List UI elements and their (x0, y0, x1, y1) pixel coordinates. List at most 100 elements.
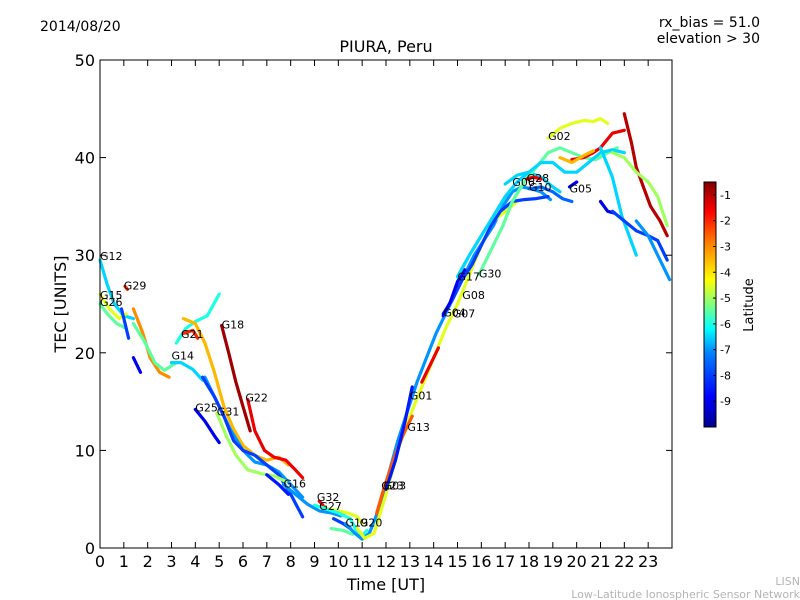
rx-bias-note: rx_bias = 51.0 (659, 15, 760, 31)
satellite-label-g18: G18 (222, 318, 245, 331)
x-tick-label: 19 (543, 552, 563, 571)
tec-track-43 (622, 112, 669, 238)
satellite-label-g32: G32 (317, 491, 340, 504)
elevation-note: elevation > 30 (657, 31, 760, 47)
tec-track-35 (503, 148, 626, 186)
tec-track-4 (119, 307, 131, 340)
colorbar-gradient (703, 181, 717, 428)
y-tick-label: 40 (75, 149, 95, 168)
y-tick-label: 0 (85, 539, 95, 558)
tec-track-30 (420, 346, 440, 384)
satellite-label-g10: G10 (529, 181, 552, 194)
x-tick-label: 17 (495, 552, 515, 571)
tec-track-31 (441, 195, 550, 316)
satellite-label-g14: G14 (172, 350, 195, 363)
satellite-label-g27: G27 (319, 500, 342, 513)
satellite-label-g31: G31 (217, 405, 240, 418)
satellite-label-g06: G06 (512, 176, 535, 189)
y-tick-label: 20 (75, 344, 95, 363)
x-tick-label: 22 (614, 552, 634, 571)
tec-track-18 (246, 398, 305, 480)
satellite-label-g07: G07 (453, 308, 476, 321)
satellite-label-g15: G15 (100, 289, 123, 302)
tec-track-47 (634, 219, 672, 282)
satellite-label-g30: G30 (479, 268, 502, 281)
y-axis-label: TEC [UNITS] (51, 256, 70, 354)
x-tick-label: 10 (328, 552, 348, 571)
colorbar-label: Latitude (742, 278, 757, 332)
satellite-label-g02: G02 (548, 130, 571, 143)
satellite-label-g29: G29 (124, 279, 147, 292)
satellite-label-g20: G20 (360, 517, 383, 530)
x-tick-label: 6 (238, 552, 248, 571)
x-tick-label: 15 (447, 552, 467, 571)
x-tick-label: 23 (638, 552, 658, 571)
tec-track-5 (123, 284, 129, 291)
y-tick-label: 10 (75, 441, 95, 460)
tec-track-32 (441, 268, 467, 318)
tec-track-29 (384, 385, 414, 491)
colorbar-tick-label: -2 (720, 215, 731, 228)
tec-track-33 (455, 170, 562, 279)
satellite-label-g08: G08 (462, 289, 485, 302)
colorbar-tick-label: -1 (720, 189, 731, 202)
colorbar-tick-label: -7 (720, 344, 731, 357)
footer-org-name: Low-Latitude Ionospheric Sensor Network (571, 588, 800, 600)
colorbar-tick-label: -4 (720, 266, 731, 279)
x-axis-ticks: 0 1 2 3 4 5 6 7 8 9 10 11 12 13 14 15 16 17 18 19 20 21 22 23 (95, 60, 658, 571)
tec-track-25 (329, 526, 355, 536)
tec-track-2 (98, 302, 128, 330)
satellite-label-g28: G28 (527, 172, 550, 185)
x-tick-label: 2 (143, 552, 153, 571)
satellite-label-g12: G12 (100, 250, 123, 263)
tec-track-20 (281, 483, 343, 518)
x-tick-label: 8 (286, 552, 296, 571)
x-tick-label: 16 (471, 552, 491, 571)
tec-track-1 (98, 258, 135, 321)
x-tick-label: 14 (423, 552, 443, 571)
satellite-label-g01: G01 (410, 390, 433, 403)
tec-track-12 (181, 328, 200, 340)
x-tick-label: 4 (190, 552, 200, 571)
x-tick-label: 3 (166, 552, 176, 571)
date-label: 2014/08/20 (40, 19, 121, 35)
colorbar-tick-label: -5 (720, 292, 731, 305)
tec-track-7 (131, 307, 171, 379)
footer-org-abbrev: LISN (775, 575, 800, 588)
tec-track-38 (567, 180, 579, 189)
tec-tracks (98, 112, 672, 541)
x-tick-label: 20 (566, 552, 586, 571)
tec-track-14 (220, 323, 252, 433)
x-axis-label: Time [UT] (346, 575, 425, 594)
colorbar: -1 -2 -3 -4 -5 -6 -7 -8 -9 Latitude (703, 181, 757, 428)
tec-track-8 (131, 321, 178, 372)
satellite-label-g23: G23 (381, 479, 404, 492)
tec-track-41 (558, 149, 595, 165)
tec-track-16 (193, 407, 221, 445)
colorbar-tick-label: -9 (720, 395, 731, 408)
tec-track-17 (215, 411, 288, 484)
y-tick-label: 30 (75, 246, 95, 265)
tec-track-37 (527, 185, 574, 204)
satellite-label-g19: G19 (346, 517, 369, 530)
tec-track-44 (610, 151, 669, 228)
y-axis-ticks: 0 10 20 30 40 50 (75, 51, 672, 558)
x-tick-label: 1 (119, 552, 129, 571)
x-tick-label: 5 (214, 552, 224, 571)
satellite-label-g16: G16 (284, 478, 307, 491)
satellite-label-g05: G05 (570, 183, 593, 196)
tec-track-21 (317, 499, 325, 507)
tec-track-46 (610, 209, 669, 262)
satellite-label-g03: G03 (384, 479, 407, 492)
x-tick-label: 9 (309, 552, 319, 571)
x-tick-label: 21 (590, 552, 610, 571)
x-tick-label: 13 (400, 552, 420, 571)
satellite-label-g13: G13 (407, 421, 430, 434)
tec-track-11 (181, 317, 290, 467)
colorbar-ticks: -1 -2 -3 -4 -5 -6 -7 -8 -9 (713, 189, 731, 408)
x-tick-label: 12 (376, 552, 396, 571)
tec-track-6 (131, 356, 143, 374)
chart-title: PIURA, Peru (339, 37, 432, 56)
